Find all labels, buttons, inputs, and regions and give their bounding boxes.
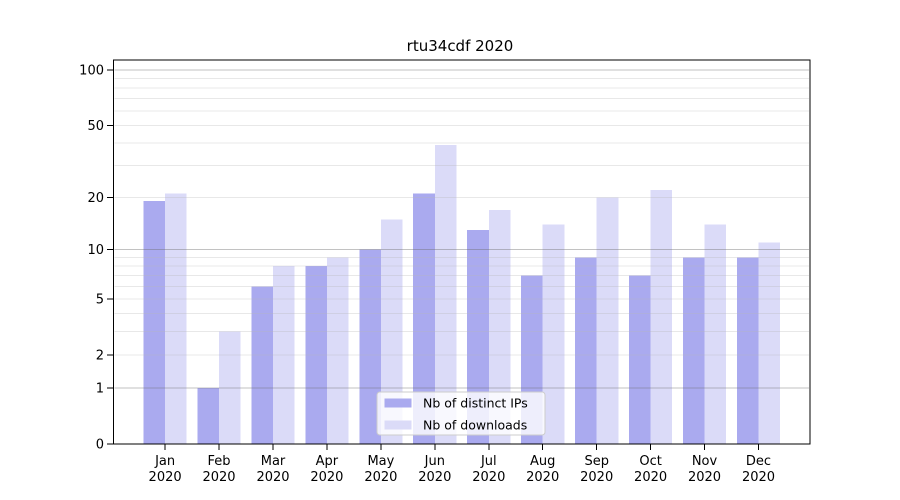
bar-may-downloads [380, 219, 403, 444]
y-tick-label: 10 [87, 243, 104, 258]
chart-title: rtu34cdf 2020 [407, 37, 514, 55]
bar-sep-distinct-ips [575, 257, 597, 444]
x-tick-label-month: Feb [207, 454, 230, 469]
bar-jun-downloads [434, 145, 457, 444]
x-tick-label-month: Mar [261, 454, 286, 469]
bar-oct-downloads [650, 189, 673, 444]
x-tick-label-month: Aug [530, 454, 555, 469]
bar-dec-distinct-ips [736, 257, 759, 444]
x-tick-label-month: Apr [316, 454, 339, 469]
y-tick-label: 20 [87, 191, 104, 206]
y-tick-label: 50 [87, 119, 104, 134]
x-tick-label-year: 2020 [472, 470, 505, 485]
y-tick-label: 1 [96, 381, 104, 396]
grid-layer [114, 69, 809, 389]
x-tick-label-month: Jan [154, 454, 175, 469]
x-tick-label-year: 2020 [364, 470, 397, 485]
x-tick-label-year: 2020 [742, 470, 775, 485]
bar-sep-downloads [596, 197, 619, 444]
bar-mar-downloads [273, 265, 295, 444]
legend-label-downloads: Nb of downloads [423, 418, 527, 433]
x-tick-label-month: Oct [639, 454, 661, 469]
x-tick-label-year: 2020 [688, 470, 721, 485]
bar-jul-downloads [488, 209, 511, 444]
bar-may-distinct-ips [359, 249, 381, 444]
legend-swatch-downloads [384, 420, 412, 430]
bar-oct-distinct-ips [629, 275, 651, 444]
x-tick-label-year: 2020 [418, 470, 451, 485]
x-tick-label-year: 2020 [310, 470, 343, 485]
y-tick-label: 2 [96, 349, 104, 364]
x-tick-label-month: Jun [424, 454, 445, 469]
x-tick-label-year: 2020 [202, 470, 235, 485]
y-tick-label: 0 [96, 438, 104, 453]
bar-aug-downloads [542, 224, 565, 444]
x-tick-label-year: 2020 [149, 470, 182, 485]
bar-dec-downloads [758, 242, 781, 444]
bars-layer [143, 145, 781, 444]
x-tick-label-month: Jul [480, 454, 497, 469]
bar-apr-distinct-ips [305, 265, 327, 444]
x-tick-label-year: 2020 [526, 470, 559, 485]
bar-jul-distinct-ips [467, 230, 489, 444]
legend-swatch-distinct-ips [384, 398, 412, 408]
plot-frame [113, 59, 811, 445]
bar-jan-downloads [165, 193, 187, 444]
bar-nov-distinct-ips [682, 257, 705, 444]
x-tick-label-month: Nov [692, 454, 718, 469]
x-tick-label-month: May [367, 454, 394, 469]
bar-apr-downloads [326, 257, 349, 444]
x-tick-label-month: Dec [746, 454, 771, 469]
y-tick-label: 100 [79, 64, 104, 79]
legend: Nb of distinct IPs Nb of downloads [376, 391, 546, 436]
bar-nov-downloads [704, 224, 727, 444]
bar-feb-downloads [219, 331, 241, 444]
bar-feb-distinct-ips [197, 387, 219, 444]
y-axis: 0 1 2 5 10 20 50 100 [79, 64, 114, 453]
bar-jun-distinct-ips [413, 193, 435, 444]
x-tick-label-year: 2020 [256, 470, 289, 485]
bar-mar-distinct-ips [251, 286, 273, 444]
x-tick-label-month: Sep [584, 454, 609, 469]
x-tick-label-year: 2020 [634, 470, 667, 485]
legend-box [376, 391, 546, 436]
x-tick-label-year: 2020 [580, 470, 613, 485]
bar-jan-distinct-ips [143, 201, 166, 444]
y-tick-label: 5 [96, 292, 104, 307]
x-axis: Jan2020Feb2020Mar2020Apr2020May2020Jun20… [149, 444, 775, 485]
legend-label-distinct-ips: Nb of distinct IPs [423, 396, 528, 411]
